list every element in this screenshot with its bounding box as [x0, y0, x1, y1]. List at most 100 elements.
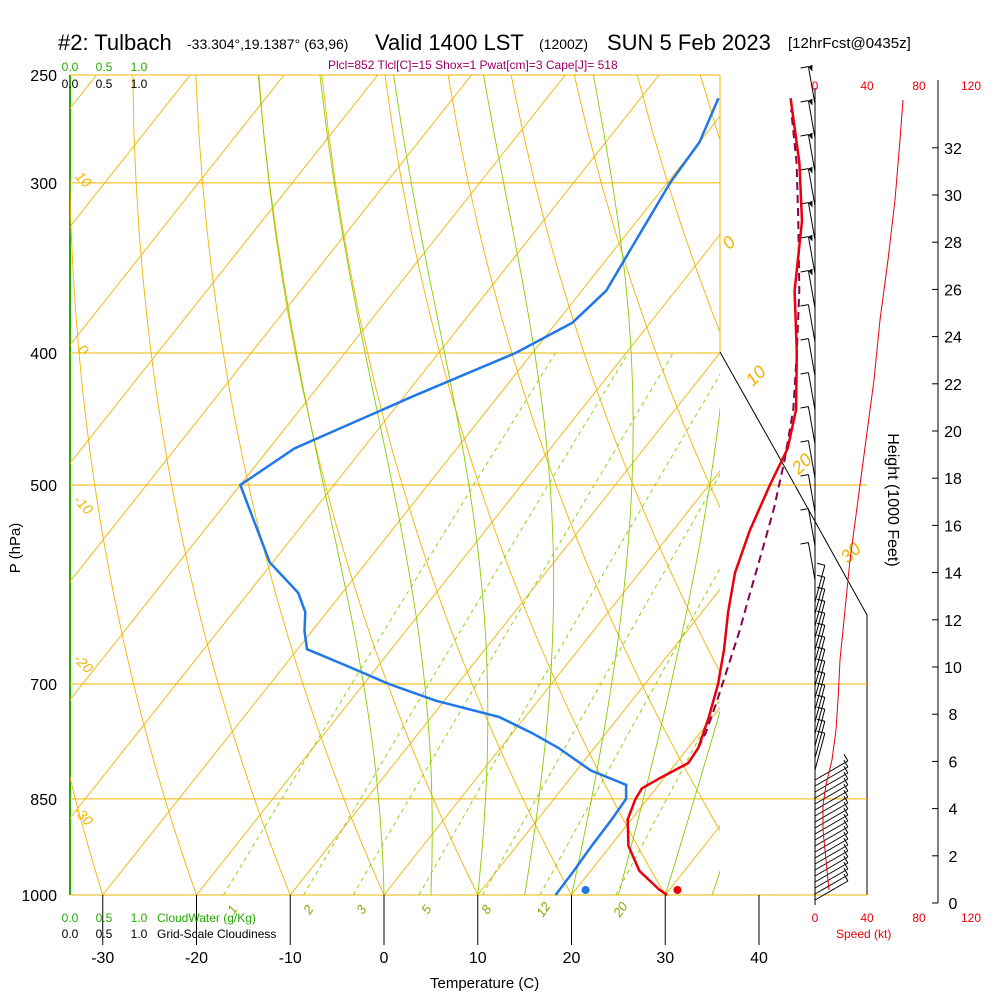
isotherm	[477, 588, 720, 895]
wind-barb-shaft	[814, 796, 849, 817]
wind-barb-shaft	[814, 820, 849, 841]
wind-barb-shaft	[807, 304, 816, 343]
wind-barb-feather	[843, 819, 849, 828]
wind-barb-shaft	[814, 697, 826, 735]
wind-barb-shaft	[814, 778, 849, 799]
temperature-axis: -30 -20 -10 0 10 20 30 40	[91, 895, 768, 967]
moist-adiabat	[664, 709, 720, 895]
cloudiness-tick-top: 0.5	[96, 77, 113, 91]
wind-barb-feather	[800, 542, 809, 545]
wind-barb-shaft	[814, 838, 849, 859]
moist-adiabat	[571, 75, 634, 895]
isotherm	[853, 75, 1000, 895]
mixing-ratio-line	[352, 352, 674, 895]
dry-adiabat	[636, 75, 720, 334]
mixing-ratio-label: 20	[609, 899, 631, 921]
stability-parameters: Plcl=852 Tlcl[C]=15 Shox=1 Pwat[cm]=3 Ca…	[328, 58, 618, 72]
cloudiness-tick-bottom: 1.0	[131, 927, 148, 941]
wind-barb-shaft	[807, 168, 816, 207]
pressure-tick-label: 700	[30, 677, 57, 694]
wind-barb-pennant	[808, 64, 813, 72]
pressure-tick-label: 250	[30, 68, 57, 85]
cloud-water-tick-top: 0.5	[96, 60, 113, 74]
pressure-tick-label: 850	[30, 792, 57, 809]
dry-adiabat	[258, 75, 479, 895]
height-tick-label: 30	[944, 188, 962, 205]
mixing-ratio-line	[418, 373, 720, 895]
pressure-tick-label: 1000	[21, 888, 57, 905]
wind-barb-feather	[800, 66, 809, 69]
wind-barb-shaft	[807, 542, 816, 581]
wind-barb-feather	[843, 807, 849, 816]
speed-tick-top: 120	[961, 79, 981, 93]
forecast-date: SUN 5 Feb 2023	[607, 30, 771, 55]
wind-barb-feather	[800, 304, 809, 307]
wind-barb-feather	[843, 801, 849, 810]
dry-adiabat	[573, 75, 720, 509]
wind-barb-shaft	[814, 862, 849, 883]
moist-adiabat-label: 20	[787, 450, 816, 479]
cloud-water-tick-top: 1.0	[131, 60, 148, 74]
wind-barb-shaft	[814, 613, 826, 651]
wind-barb-shaft	[814, 814, 849, 835]
wind-barb-shaft	[814, 766, 849, 787]
wind-barb-pennant	[808, 268, 813, 276]
wind-barb-feather	[843, 765, 849, 774]
wind-barb-shaft	[814, 832, 849, 853]
wind-barb-feather	[843, 783, 849, 792]
wind-barb-feather	[843, 831, 849, 840]
moist-adiabat-label: 0	[718, 232, 739, 253]
isotherm	[571, 706, 720, 895]
wind-barb-feather	[800, 134, 809, 137]
wind-barb-shaft	[814, 661, 826, 699]
wind-barb-shaft	[814, 856, 849, 877]
wind-barb-feather	[843, 849, 849, 858]
surface-temperature-point	[673, 886, 682, 894]
speed-tick-bottom: 120	[961, 911, 981, 925]
dry-adiabat-label: -20	[71, 651, 97, 677]
isotherm	[0, 75, 3, 895]
wind-speed-profile	[822, 99, 904, 891]
wind-barb-pennant	[808, 98, 813, 106]
wind-barb-feather	[843, 789, 849, 798]
height-tick-label: 10	[944, 660, 962, 677]
wind-barb-shaft	[814, 709, 826, 747]
height-tick-label: 16	[944, 518, 962, 535]
wind-barb-shaft	[814, 784, 849, 805]
wind-barb-shaft	[814, 880, 849, 901]
forecast-run: [12hrFcst@0435z]	[788, 35, 911, 52]
height-tick-label: 8	[949, 707, 958, 724]
wind-barb-feather	[843, 861, 849, 870]
wind-barb-shaft	[807, 440, 816, 479]
dry-adiabat	[510, 75, 720, 674]
cloudiness-tick-bottom: 0.0	[62, 927, 79, 941]
pressure-tick-label: 300	[30, 176, 57, 193]
wind-barb-shaft	[807, 202, 816, 241]
x-tick-label: 30	[656, 950, 674, 967]
wind-barb-feather	[843, 837, 849, 846]
height-tick-label: 0	[949, 896, 958, 913]
surface-dewpoint-point	[581, 886, 590, 894]
pressure-axis: 250 300 400 500 700 850 1000	[21, 68, 57, 905]
wind-barb-shaft	[814, 673, 826, 711]
cloud-water-tick-top: 0.0	[62, 60, 79, 74]
wind-barb-shaft	[807, 406, 816, 445]
wind-barb-pennant	[808, 132, 813, 140]
wind-barb-feather	[843, 843, 849, 852]
isotherm	[70, 75, 472, 583]
cloudiness-tick-top: 1.0	[131, 77, 148, 91]
isotherm	[102, 115, 720, 895]
moist-adiabat	[617, 405, 720, 895]
wind-barb-feather	[800, 508, 809, 511]
mixing-ratio-line	[303, 352, 629, 895]
height-tick-label: 4	[949, 802, 958, 819]
wind-barb-shaft	[814, 625, 826, 663]
speed-tick-bottom: 0	[812, 911, 819, 925]
isotherm	[289, 352, 720, 895]
wind-barb-feather	[843, 867, 849, 876]
wind-barb-feather	[843, 855, 849, 864]
isotherm	[383, 470, 720, 895]
dry-adiabat-label: 10	[72, 168, 94, 190]
wind-barb-shaft	[814, 826, 849, 847]
speed-tick-top: 80	[912, 79, 926, 93]
